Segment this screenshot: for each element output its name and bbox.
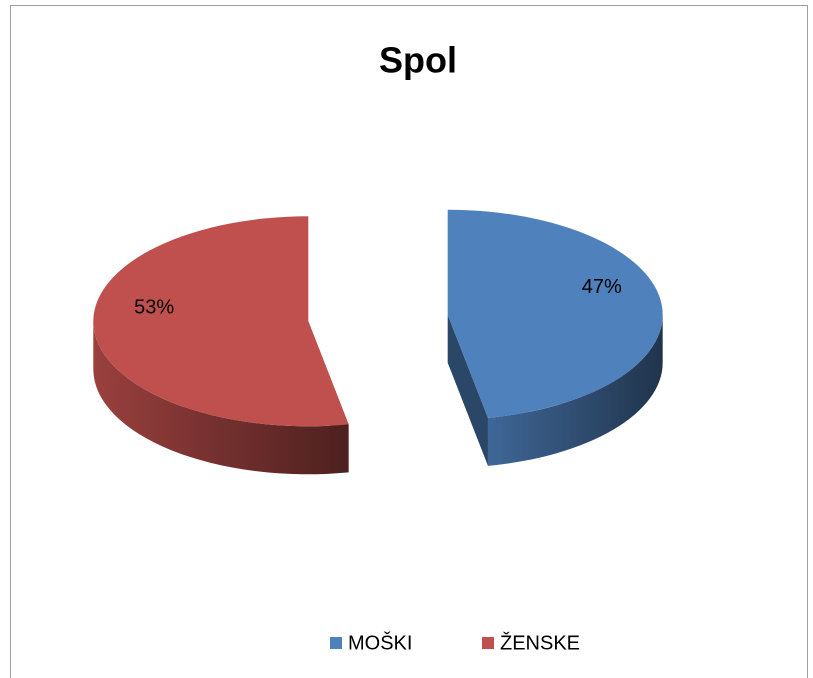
data-label: 47% [582, 276, 622, 298]
legend-label: ŽENSKE [500, 631, 580, 654]
slice-wall [487, 314, 663, 466]
slice-side [447, 314, 488, 466]
slice-wall [93, 321, 349, 475]
slice [93, 216, 349, 427]
legend-label: MOŠKI [348, 631, 412, 654]
slice [447, 209, 663, 418]
legend-swatch [482, 637, 494, 649]
data-label: 53% [134, 297, 174, 319]
chart-title: Spol [379, 40, 457, 81]
legend-swatch [330, 637, 342, 649]
